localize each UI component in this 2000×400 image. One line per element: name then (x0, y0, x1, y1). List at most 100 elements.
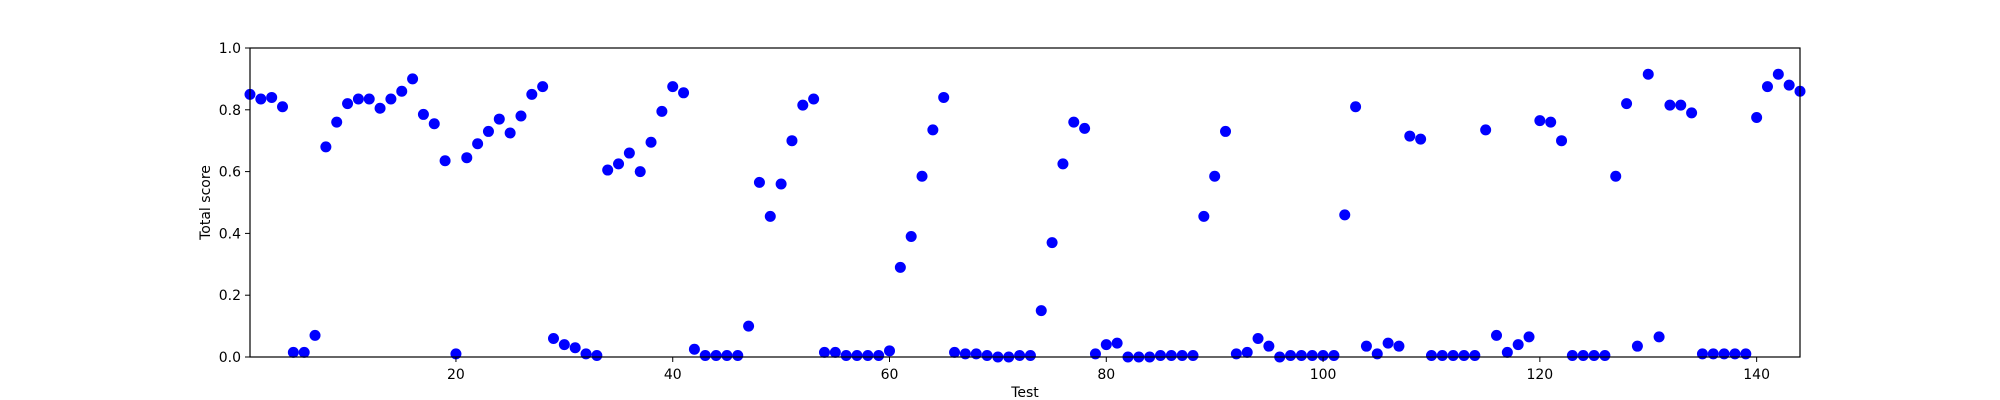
data-point (1610, 170, 1622, 182)
data-point (1306, 349, 1318, 361)
data-point (602, 164, 614, 176)
x-tick-label: 60 (881, 367, 899, 383)
data-point (1469, 349, 1481, 361)
data-point (493, 113, 505, 125)
data-point (775, 178, 787, 190)
data-point (808, 93, 820, 105)
data-point (970, 348, 982, 360)
data-point (309, 329, 321, 341)
data-point (1371, 348, 1383, 360)
x-tick-label: 100 (1310, 367, 1337, 383)
data-point (905, 230, 917, 242)
data-point (743, 320, 755, 332)
data-point (678, 87, 690, 99)
data-point (439, 155, 451, 167)
data-point (298, 346, 310, 358)
y-tick-label: 0.4 (219, 226, 241, 242)
data-point (1653, 331, 1665, 343)
data-point (732, 349, 744, 361)
data-point (1577, 349, 1589, 361)
data-point (1664, 99, 1676, 111)
data-point (1707, 348, 1719, 360)
data-point (916, 170, 928, 182)
y-axis-ticks: 0.0 0.2 0.4 0.6 0.8 1.0 (219, 41, 250, 366)
data-point (569, 342, 581, 354)
data-point (1729, 348, 1741, 360)
x-tick-label: 120 (1526, 367, 1553, 383)
data-point (634, 166, 646, 178)
data-point (1111, 337, 1123, 349)
data-point (1772, 68, 1784, 80)
data-point (385, 93, 397, 105)
data-point (981, 349, 993, 361)
data-point (873, 349, 885, 361)
y-tick-label: 0.2 (219, 288, 241, 304)
data-point (894, 261, 906, 273)
data-point (1295, 349, 1307, 361)
data-point (1393, 340, 1405, 352)
data-point (331, 116, 343, 128)
data-point (1621, 98, 1633, 110)
data-point (1512, 339, 1524, 351)
data-point (1740, 348, 1752, 360)
data-point (1545, 116, 1557, 128)
data-point (1534, 115, 1546, 127)
data-point (613, 158, 625, 170)
data-points (244, 68, 1806, 363)
data-point (537, 81, 549, 93)
data-point (1491, 329, 1503, 341)
data-point (1696, 348, 1708, 360)
data-point (1382, 337, 1394, 349)
data-point (710, 349, 722, 361)
data-point (938, 91, 950, 103)
data-point (1566, 349, 1578, 361)
data-point (667, 81, 679, 93)
data-point (547, 332, 559, 344)
data-point (949, 346, 961, 358)
data-point (1686, 107, 1698, 119)
data-point (515, 110, 527, 122)
data-point (959, 348, 971, 360)
data-point (688, 343, 700, 355)
data-point (623, 147, 635, 159)
data-point (1447, 349, 1459, 361)
data-point (851, 349, 863, 361)
y-tick-label: 0.0 (219, 350, 241, 366)
data-point (526, 88, 538, 100)
data-point (1480, 124, 1492, 136)
data-point (472, 138, 484, 150)
data-point (829, 346, 841, 358)
data-point (1176, 349, 1188, 361)
x-tick-label: 140 (1743, 367, 1770, 383)
data-point (1675, 99, 1687, 111)
data-point (818, 346, 830, 358)
data-point (764, 210, 776, 222)
data-point (884, 345, 896, 357)
data-point (461, 152, 473, 164)
data-point (1350, 101, 1362, 113)
data-point (1209, 170, 1221, 182)
data-point (1285, 349, 1297, 361)
data-point (1198, 210, 1210, 222)
data-point (352, 93, 364, 105)
data-point (591, 349, 603, 361)
data-point (1154, 349, 1166, 361)
data-point (656, 105, 668, 117)
data-point (407, 73, 419, 85)
data-point (363, 93, 375, 105)
data-point (1089, 348, 1101, 360)
data-point (1100, 339, 1112, 351)
data-point (374, 102, 386, 114)
x-axis-label: Test (1010, 385, 1039, 400)
data-point (1599, 349, 1611, 361)
y-axis-label: Total score (198, 165, 214, 241)
data-point (1436, 349, 1448, 361)
data-point (342, 98, 354, 110)
data-point (1035, 305, 1047, 317)
data-point (1068, 116, 1080, 128)
data-point (645, 136, 657, 148)
data-point (1631, 340, 1643, 352)
data-point (580, 348, 592, 360)
